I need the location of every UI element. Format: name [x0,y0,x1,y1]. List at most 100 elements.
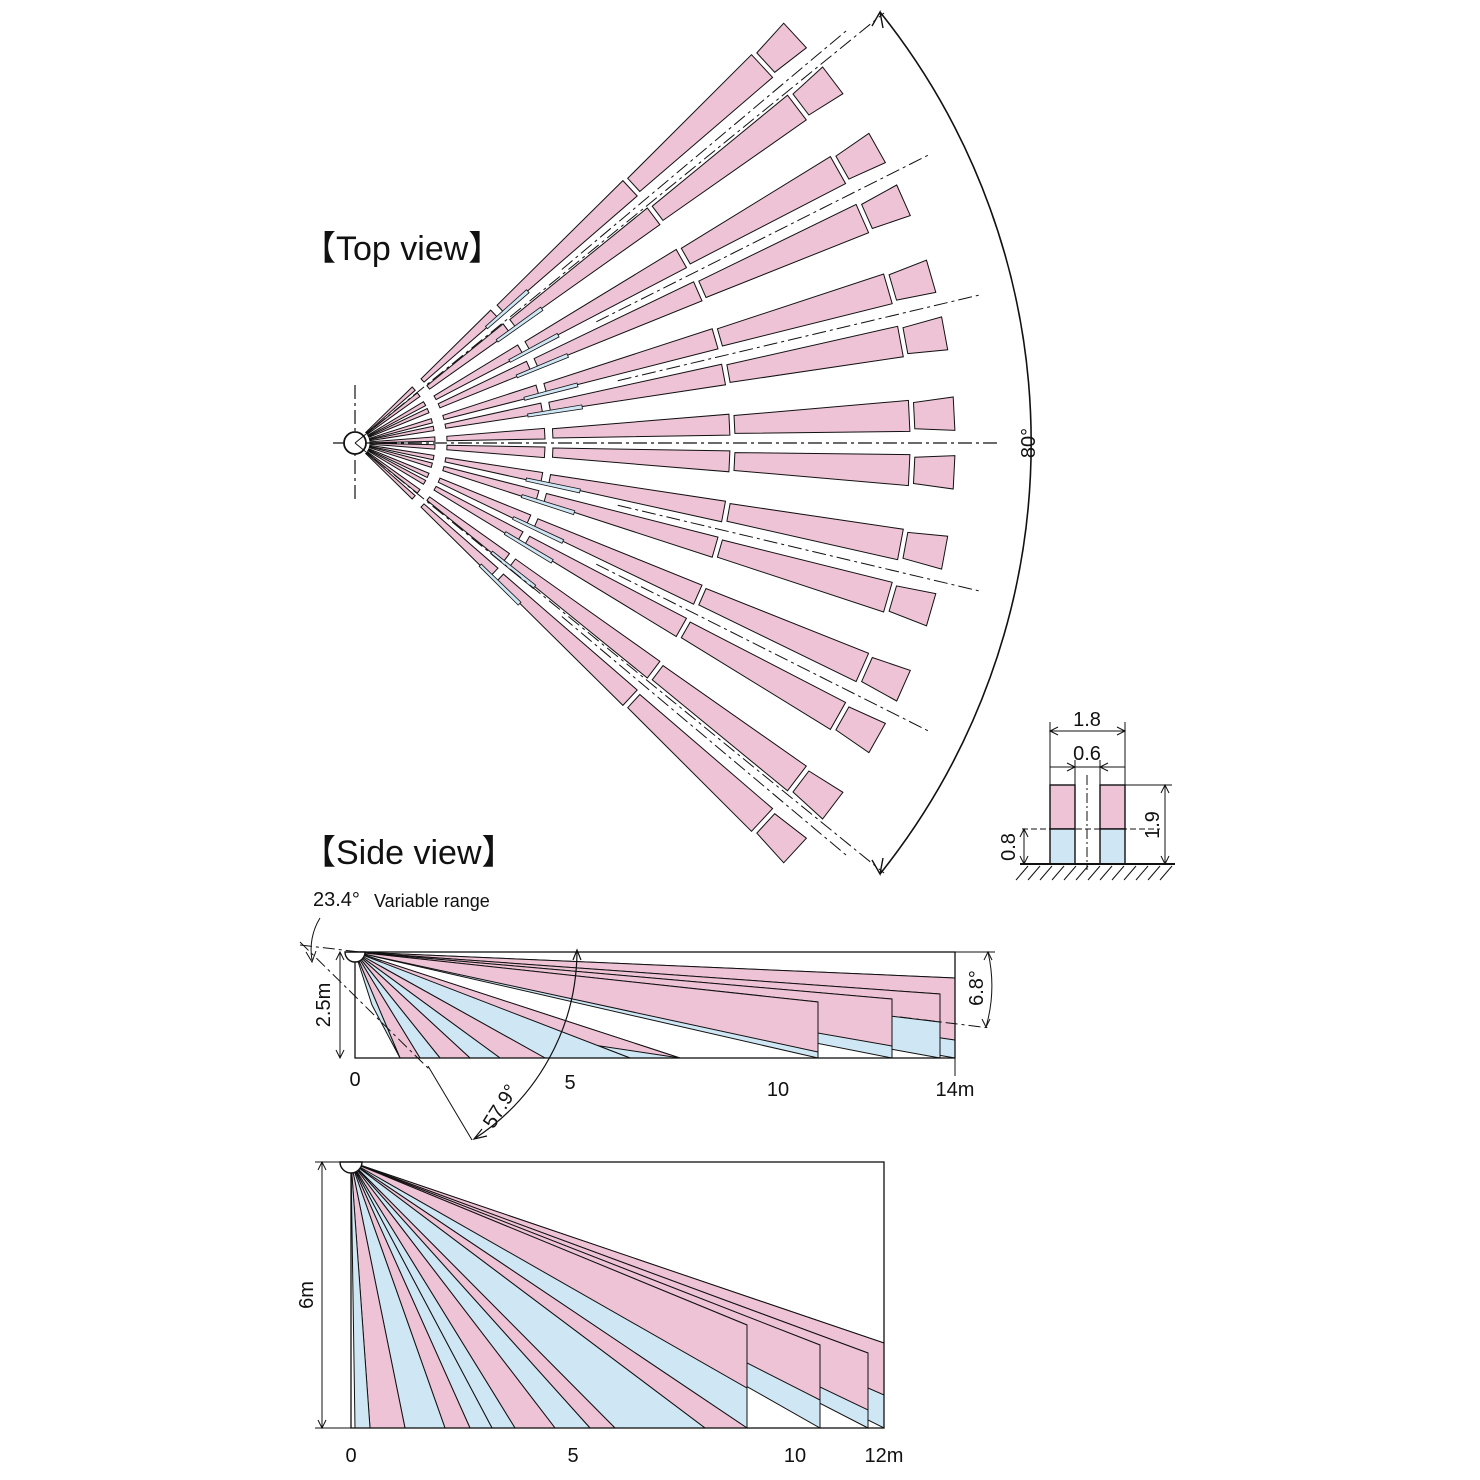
top-beam-lower-zone [523,382,579,401]
side-beam [350,1161,748,1389]
arc-arrowhead [472,1128,488,1140]
top-beam-segment [496,573,638,707]
top-beam-segment [433,485,524,542]
top-beam-segment [912,455,956,490]
top-view: 80° 【Top view】 [302,9,1040,877]
angle-ext-line [427,1065,473,1141]
target-left-lower [1049,828,1076,865]
hatch-line [1135,865,1149,881]
hatch-line [1159,865,1173,881]
fan-edge-lower [354,442,885,874]
top-beam-segment [368,446,434,469]
top-beam-segment [902,531,949,570]
tick-label: 0 [345,1445,356,1467]
hatch-line [1015,865,1029,881]
hatch-line [1063,865,1077,881]
arc-arrowhead-bottom [871,857,884,877]
top-view-beams [364,22,983,864]
spread-reference-line [899,1016,991,1029]
sensor-icon [339,1161,363,1174]
top-beam-segment [369,444,435,461]
tick-label: 12m [865,1445,904,1467]
top-beam-segment [733,452,911,487]
target-left-upper [1049,784,1076,830]
top-beam-segment [726,325,904,383]
side-beam [354,951,401,1059]
hatch-line [1075,865,1089,881]
top-beam-segment [524,535,688,638]
hatch-line [1111,865,1125,881]
side-view-2-beams [350,1161,885,1429]
top-beam-segment [548,474,727,523]
top-beam-segment [792,770,844,820]
top-view-title: 【Top view】 [302,230,502,268]
top-beam-segment [367,448,430,479]
top-beam-segment [367,407,430,438]
top-beam-segment [367,449,427,485]
side-view-title: 【Side view】 [302,834,516,872]
side-view-2-5m: 【Side view】 23.4° Variable range 2.5m 6.… [299,834,995,1141]
top-beam-lower-zone [508,332,560,363]
top-beam-segment [888,259,937,301]
spread-arc [985,951,993,1028]
top-beam-segment [444,402,544,429]
top-beam-segment [627,53,774,193]
top-beam-segment [369,425,435,442]
top-beam-lower-zone [484,289,530,330]
dim-arrows [1066,762,1109,772]
top-beam-segment [792,66,844,116]
top-beam-lower-zone [520,494,576,516]
side-view-1-frame [354,951,956,1059]
top-beam-segment [367,401,427,437]
top-beam-segment [733,399,911,434]
top-beam-segment [437,477,532,526]
top-beam-segment [509,558,661,679]
tick-label: 14m [936,1079,975,1101]
top-beam-segment [680,155,847,265]
top-beam-segment [726,503,904,561]
top-beam-segment [627,693,774,833]
dim-arrows [335,950,345,1060]
hatch-line [1147,865,1161,881]
dim-arrows [317,1160,327,1430]
tick-label: 10 [767,1079,789,1101]
spread-angle-label: 6.8° [966,970,988,1006]
top-beam-segment [756,813,808,864]
tilt-reference-line-2 [299,944,361,953]
tilt-reference-line [299,941,431,1071]
top-beam-lower-zone [495,306,544,343]
top-beam-lower-zone [503,531,554,564]
top-beam-segment [716,273,893,347]
top-beam-segment [509,207,661,328]
top-beam-segment [524,248,688,351]
mount-height-label: 6m [296,1281,318,1309]
top-beam-segment [433,344,524,401]
fan-edge-upper [354,12,885,444]
top-beam-segment [446,427,546,442]
dim-arrows [1048,726,1127,736]
top-beam-lower-zone [478,563,522,606]
fan-angle-label: 80° [1018,428,1040,458]
hatch-line [1027,865,1041,881]
tilt-angle-label: 23.4° [313,889,360,911]
mount-height-label: 2.5m [313,983,335,1027]
height-label: 1.9 [1142,811,1164,839]
top-beam-segment [442,384,540,421]
target-right-upper [1099,784,1126,830]
top-beam-segment [548,363,727,412]
top-beam-segment [551,413,731,439]
top-beam-segment [446,444,546,459]
top-beam-segment [426,323,511,390]
top-beam-segment [543,492,719,558]
beam-center-line [617,504,983,593]
top-beam-segment [888,585,937,627]
top-beam-segment [698,587,870,683]
sensor-icon [344,951,366,963]
target-right-lower [1099,828,1126,865]
arc-arrowhead [572,948,582,961]
top-beam-segment [533,281,703,368]
side-view-1-beams [354,951,956,1059]
top-beam-segment [426,496,511,563]
top-beam-segment [543,328,719,394]
